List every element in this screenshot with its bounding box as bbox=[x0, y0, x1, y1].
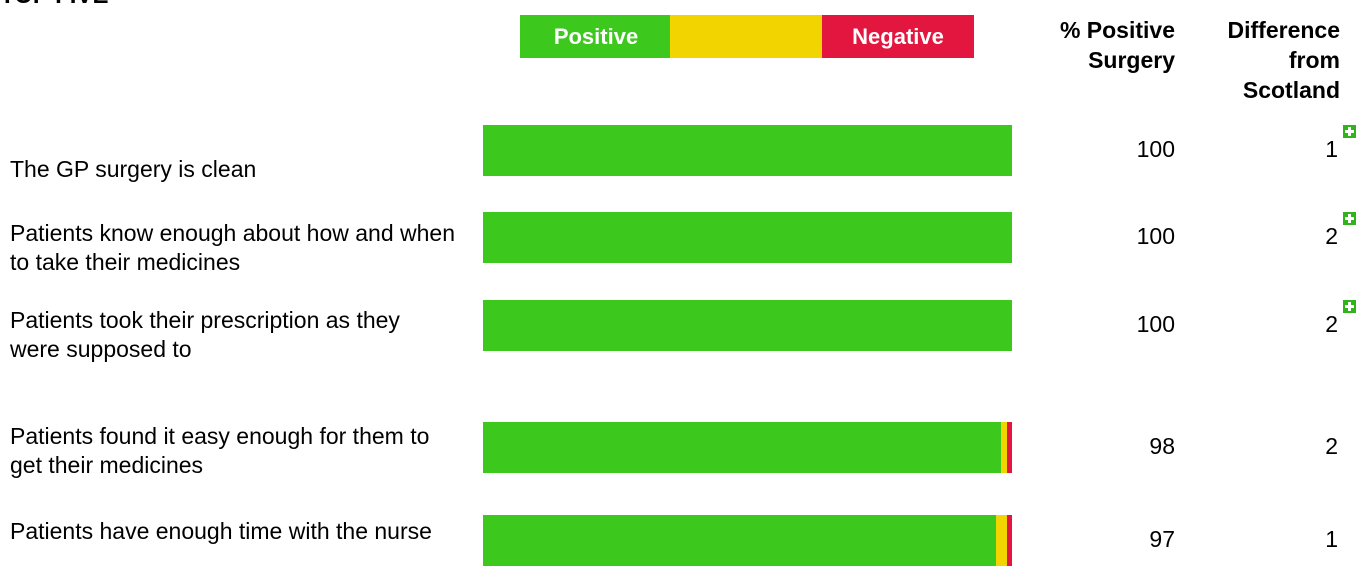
column-header: Difference from Scotland bbox=[1227, 17, 1340, 103]
difference-value: 2 bbox=[1325, 223, 1338, 249]
category-label: Patients know enough about how and when … bbox=[10, 220, 455, 275]
chart-title: TOP FIVE bbox=[0, 0, 108, 10]
legend-item: Positive bbox=[520, 15, 672, 58]
category-label: Patients took their prescription as they… bbox=[10, 307, 400, 362]
bar-segment bbox=[483, 212, 1012, 263]
bar-segment bbox=[483, 300, 1012, 351]
legend-item: Negative bbox=[822, 15, 974, 58]
category-label: Patients found it easy enough for them t… bbox=[10, 423, 430, 478]
positive-value: 100 bbox=[1136, 223, 1175, 249]
difference-value: 1 bbox=[1325, 526, 1338, 552]
difference-value: 2 bbox=[1325, 311, 1338, 337]
positive-value: 97 bbox=[1149, 526, 1175, 552]
bar-segment bbox=[996, 515, 1007, 566]
category-label: Patients have enough time with the nurse bbox=[10, 518, 432, 544]
positive-value: 98 bbox=[1149, 433, 1175, 459]
bar-segment bbox=[483, 515, 997, 566]
difference-value: 1 bbox=[1325, 136, 1338, 162]
column-header: % Positive Surgery bbox=[1059, 17, 1175, 73]
positive-value: 100 bbox=[1136, 311, 1175, 337]
bar-segment bbox=[1001, 422, 1007, 473]
bar-segment bbox=[1006, 515, 1012, 566]
legend-item bbox=[670, 15, 822, 58]
category-label: The GP surgery is clean bbox=[10, 156, 257, 182]
bar-segment bbox=[1006, 422, 1012, 473]
difference-value: 2 bbox=[1325, 433, 1338, 459]
positive-value: 100 bbox=[1136, 136, 1175, 162]
bar-segment bbox=[483, 422, 1002, 473]
significance-icon bbox=[1343, 300, 1356, 313]
significance-icon bbox=[1343, 125, 1356, 138]
significance-icon bbox=[1343, 212, 1356, 225]
bar-segment bbox=[483, 125, 1012, 176]
